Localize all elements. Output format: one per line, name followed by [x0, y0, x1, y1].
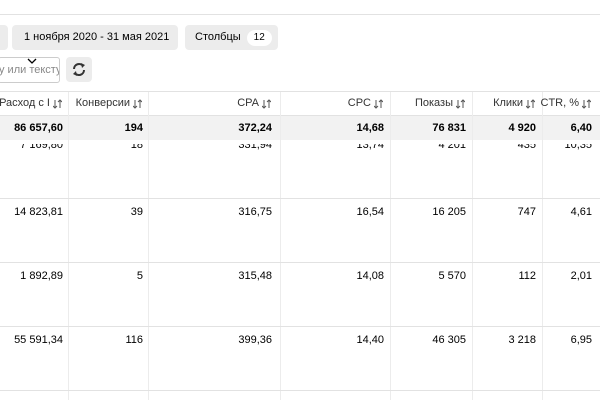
chevron	[27, 58, 37, 64]
totals-cell: 6,40	[570, 122, 592, 134]
column-separator	[472, 92, 473, 400]
sort-icon[interactable]	[456, 99, 465, 109]
column-header[interactable]: Показы	[414, 97, 453, 109]
row-divider	[0, 198, 600, 199]
column-header[interactable]: CPA	[237, 97, 259, 109]
table-cell: 435	[517, 139, 536, 151]
table-cell: 55 591,34	[14, 334, 63, 346]
column-header[interactable]: Клики	[493, 97, 523, 109]
table-cell: 10,35	[564, 139, 592, 151]
table-cell: 316,75	[238, 206, 272, 218]
totals-cell: 76 831	[432, 122, 466, 134]
table-cell: 16,54	[356, 206, 384, 218]
column-separator	[148, 92, 149, 400]
table-cell: 14 823,81	[14, 206, 63, 218]
table-cell: 1 892,89	[20, 270, 63, 282]
totals-cell: 4 920	[508, 122, 536, 134]
search-placeholder: у или тексту	[0, 64, 60, 76]
table-cell: 5	[136, 270, 143, 282]
column-header[interactable]: CTR, %	[540, 97, 580, 109]
table-cell: 16 205	[432, 206, 466, 218]
refresh-button[interactable]	[66, 57, 92, 82]
table-cell: 18	[130, 139, 143, 151]
table-cell: 14,08	[356, 270, 384, 282]
column-separator	[542, 92, 543, 400]
partial-button[interactable]	[0, 25, 8, 50]
sort-icon[interactable]	[133, 99, 142, 109]
columns-button[interactable]: Столбцы 12	[185, 25, 278, 50]
totals-cell: 14,68	[356, 122, 384, 134]
totals-cell: 86 657,60	[14, 122, 63, 134]
sort-icon[interactable]	[53, 99, 62, 109]
table-cell: 116	[125, 334, 143, 346]
columns-count: 12	[246, 30, 272, 46]
table-cell: 7 169,80	[20, 139, 63, 151]
sort-icon[interactable]	[374, 99, 383, 109]
column-separator	[68, 92, 69, 400]
sort-icon[interactable]	[526, 99, 535, 109]
totals-row-bg	[0, 116, 600, 140]
table-cell: 6,95	[570, 334, 592, 346]
table-cell: 747	[517, 206, 536, 218]
table-cell: 112	[518, 270, 536, 282]
table-cell: 39	[130, 206, 143, 218]
refresh-icon	[73, 63, 85, 76]
table-cell: 46 305	[432, 334, 466, 346]
totals-cell: 194	[124, 122, 143, 134]
column-separator	[280, 92, 281, 400]
table-cell: 331,94	[238, 139, 272, 151]
table-cell: 399,36	[238, 334, 272, 346]
date-range: 1 ноября 2020 - 31 мая 2021	[24, 31, 170, 43]
table-cell: 4,61	[570, 206, 592, 218]
columns-label: Столбцы	[195, 31, 241, 43]
row-divider	[0, 390, 600, 391]
table-cell: 14,40	[356, 334, 384, 346]
sort-icon[interactable]	[262, 99, 271, 109]
table-cell: 3 218	[508, 334, 536, 346]
table-cell: 4 201	[438, 139, 466, 151]
table-cell: 5 570	[438, 270, 466, 282]
column-header[interactable]: Конверсии	[75, 97, 130, 109]
header-bottom-line	[0, 115, 600, 116]
date-range-button[interactable]: 1 ноября 2020 - 31 мая 2021	[12, 25, 178, 64]
row-divider	[0, 262, 600, 263]
column-separator	[390, 92, 391, 400]
totals-cell: 372,24	[238, 122, 272, 134]
row-divider	[0, 326, 600, 327]
column-header[interactable]: CPC	[347, 97, 371, 109]
sort-icon[interactable]	[582, 99, 591, 109]
table-cell: 315,48	[238, 270, 272, 282]
column-header[interactable]: Расход с I	[0, 97, 50, 109]
table-cell: 2,01	[570, 270, 592, 282]
header-top-line	[0, 91, 600, 92]
search-input[interactable]: у или тексту	[0, 57, 60, 83]
table-cell: 13,74	[356, 139, 384, 151]
top-divider	[0, 14, 600, 15]
